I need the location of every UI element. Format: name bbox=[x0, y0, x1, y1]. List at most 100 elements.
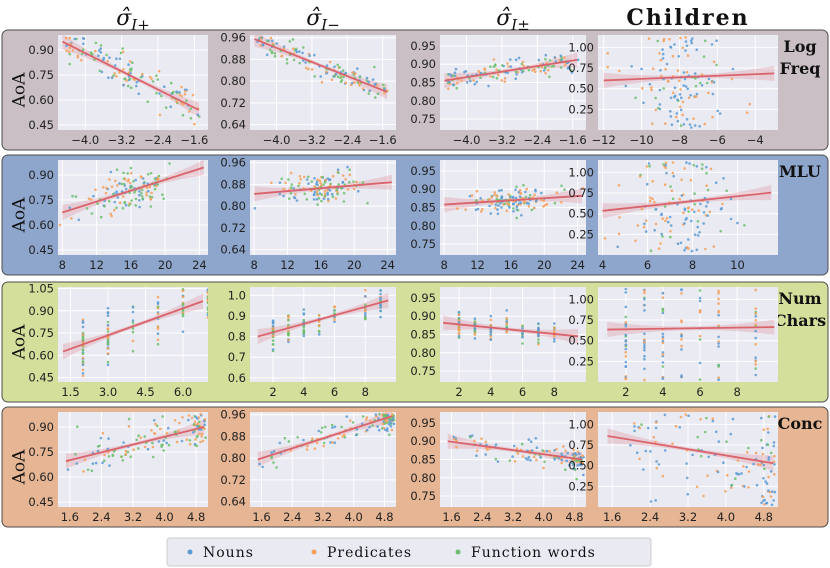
y-tick-label: 0.90 bbox=[28, 420, 54, 434]
data-point bbox=[645, 182, 649, 186]
data-point bbox=[73, 37, 76, 41]
data-point bbox=[745, 465, 748, 469]
y-tick-label: 0.85 bbox=[410, 201, 436, 215]
data-point bbox=[115, 190, 118, 193]
data-point bbox=[642, 225, 646, 229]
data-point bbox=[178, 90, 181, 94]
y-tick-label: 0.60 bbox=[28, 218, 54, 232]
data-point bbox=[288, 197, 291, 200]
data-point bbox=[259, 38, 263, 41]
data-point bbox=[131, 61, 134, 64]
data-point bbox=[487, 84, 490, 88]
y-tick-label: 0.80 bbox=[410, 346, 436, 360]
data-point bbox=[717, 292, 720, 295]
data-point bbox=[82, 470, 85, 473]
data-point bbox=[271, 39, 274, 43]
data-point bbox=[571, 453, 575, 456]
data-point bbox=[289, 192, 293, 195]
data-point bbox=[85, 207, 89, 210]
data-point bbox=[304, 66, 308, 70]
data-point bbox=[707, 91, 710, 95]
data-point bbox=[457, 313, 461, 317]
data-point bbox=[524, 195, 528, 199]
y-tick-label: 0.90 bbox=[28, 43, 54, 57]
data-point bbox=[206, 313, 208, 317]
data-point bbox=[123, 182, 126, 186]
data-point bbox=[521, 324, 524, 328]
data-point bbox=[702, 211, 706, 214]
data-point bbox=[572, 463, 575, 467]
data-point bbox=[747, 470, 751, 473]
data-point bbox=[385, 418, 388, 422]
data-point bbox=[181, 289, 185, 293]
data-point bbox=[355, 180, 358, 184]
data-point bbox=[717, 313, 720, 317]
data-point bbox=[99, 215, 103, 219]
x-tick-label: 4.5 bbox=[136, 385, 154, 399]
data-point bbox=[505, 309, 509, 312]
data-point bbox=[489, 330, 493, 334]
data-point bbox=[106, 314, 110, 318]
data-point bbox=[447, 87, 450, 90]
data-point bbox=[761, 446, 764, 450]
data-point bbox=[701, 163, 704, 166]
data-point bbox=[113, 200, 116, 204]
row-label: Chars bbox=[774, 311, 826, 330]
data-point bbox=[100, 70, 104, 74]
data-point bbox=[377, 428, 381, 432]
data-point bbox=[606, 65, 609, 69]
data-point bbox=[655, 466, 659, 470]
data-point bbox=[162, 197, 165, 201]
data-point bbox=[489, 338, 493, 341]
data-point bbox=[658, 52, 661, 55]
data-point bbox=[698, 378, 702, 381]
data-point bbox=[479, 76, 482, 80]
data-point bbox=[494, 443, 498, 446]
data-point bbox=[500, 188, 503, 192]
data-point bbox=[299, 178, 303, 181]
data-point bbox=[664, 219, 667, 222]
data-point bbox=[662, 87, 665, 90]
data-point bbox=[206, 301, 208, 305]
data-point bbox=[273, 55, 277, 58]
data-point bbox=[108, 56, 111, 59]
data-point bbox=[537, 58, 541, 62]
legend-marker bbox=[311, 549, 317, 555]
data-point bbox=[135, 84, 138, 88]
data-point bbox=[570, 71, 574, 74]
data-point bbox=[184, 90, 187, 93]
data-point bbox=[287, 440, 291, 443]
data-point bbox=[313, 193, 316, 196]
y-tick-label: 0.75 bbox=[568, 438, 594, 452]
y-tick-label: 0.45 bbox=[28, 371, 54, 385]
data-point bbox=[364, 295, 367, 298]
data-point bbox=[505, 320, 509, 324]
data-point bbox=[754, 356, 757, 360]
data-point bbox=[81, 363, 85, 367]
column-title: σ̂I− bbox=[306, 6, 340, 34]
y-tick-label: 0.95 bbox=[410, 164, 436, 178]
data-point bbox=[317, 196, 321, 200]
data-point bbox=[313, 185, 316, 188]
data-point bbox=[515, 205, 519, 208]
data-point bbox=[580, 463, 583, 466]
data-point bbox=[82, 37, 86, 40]
data-point bbox=[484, 453, 488, 456]
data-point bbox=[673, 94, 677, 98]
y-tick-label: 0.9 bbox=[228, 309, 246, 323]
data-point bbox=[679, 108, 683, 112]
row-label: Num bbox=[778, 289, 821, 308]
data-point bbox=[374, 96, 377, 99]
data-point bbox=[81, 368, 85, 372]
data-point bbox=[457, 328, 461, 332]
data-point bbox=[351, 421, 355, 424]
data-point bbox=[156, 342, 160, 346]
data-point bbox=[138, 199, 141, 202]
data-point bbox=[693, 202, 696, 206]
data-point bbox=[151, 80, 155, 83]
y-tick-label: 0.50 bbox=[568, 207, 594, 221]
data-point bbox=[767, 489, 770, 493]
data-point bbox=[337, 171, 340, 175]
data-point bbox=[512, 202, 515, 206]
data-point bbox=[495, 197, 499, 201]
